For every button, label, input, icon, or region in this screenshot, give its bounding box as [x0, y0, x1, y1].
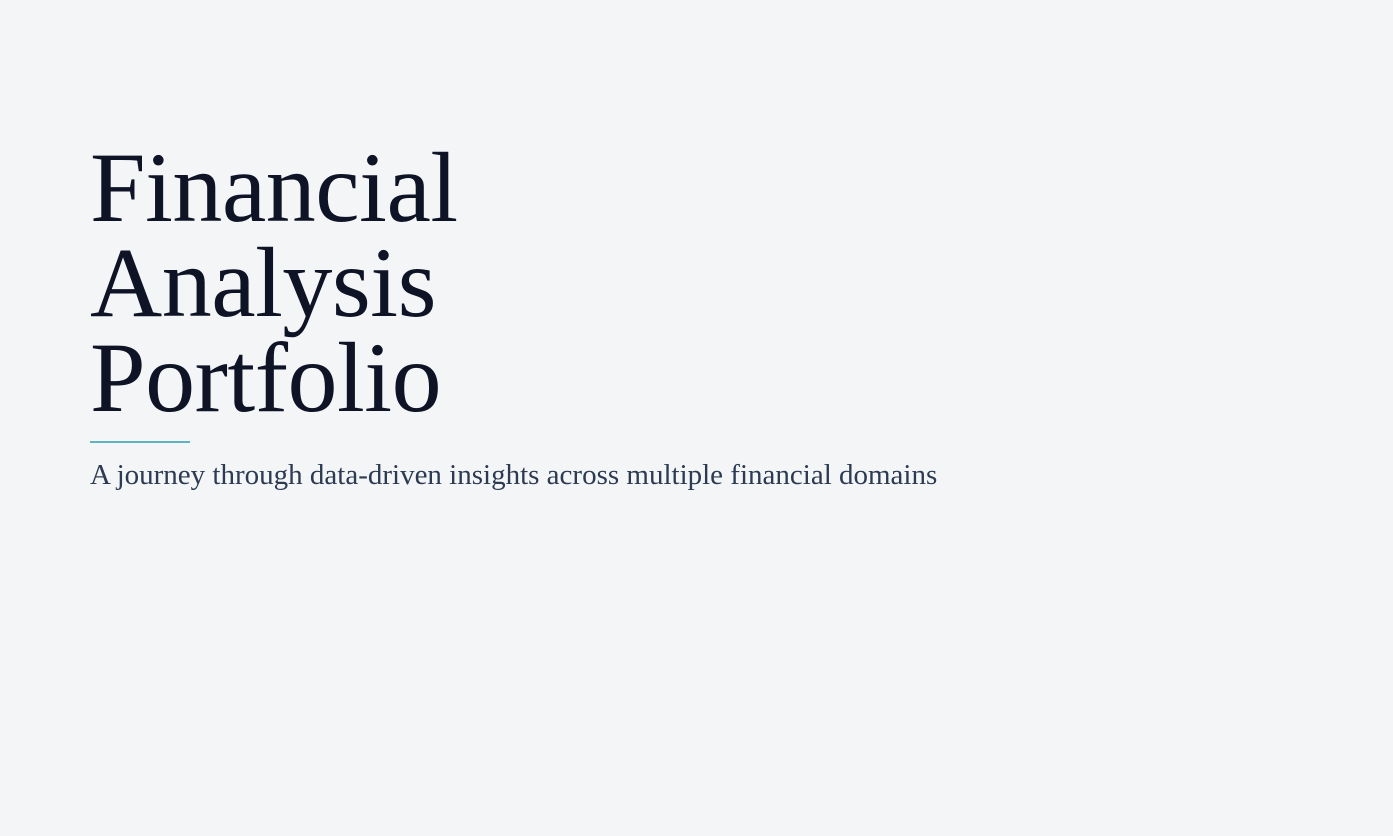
title-line-3: Portfolio: [90, 322, 442, 433]
page-subtitle: A journey through data-driven insights a…: [90, 459, 938, 491]
page-title: Financial Analysis Portfolio: [90, 132, 1290, 433]
title-line-1: Financial: [90, 132, 458, 243]
accent-divider: [90, 441, 190, 443]
hero-section: Financial Analysis Portfolio A journey t…: [90, 132, 1290, 493]
title-line-2: Analysis: [90, 227, 437, 338]
